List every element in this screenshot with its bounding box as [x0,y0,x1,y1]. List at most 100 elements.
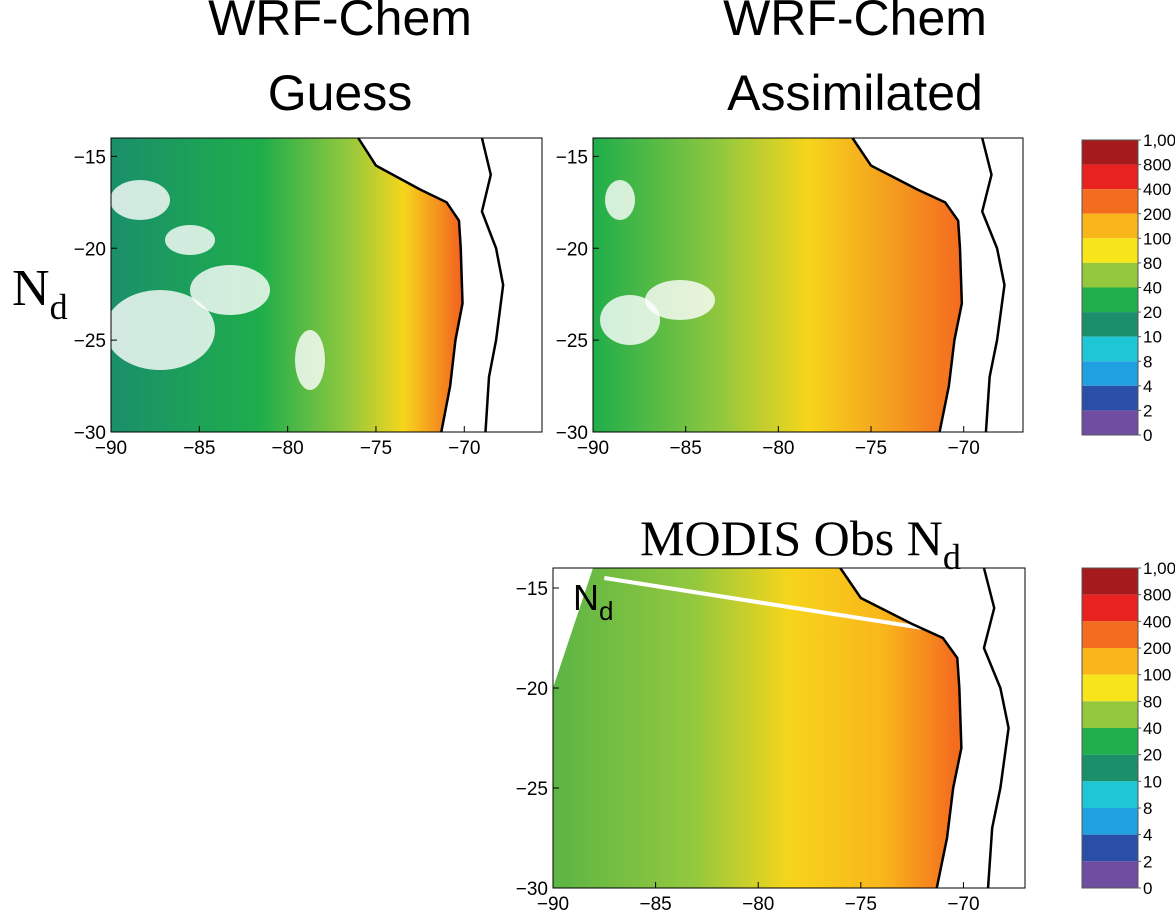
panel-title: Guess [268,65,413,121]
y-tick-label: −20 [556,239,588,260]
border [980,137,1006,433]
y-tick-label: −25 [516,779,548,800]
colorbar-label: 80 [1143,254,1162,273]
cloud-gap [600,295,660,345]
cloud-gap [295,330,325,390]
land [358,138,542,432]
colorbar-label: 4 [1143,826,1152,845]
swath-edge [553,568,593,688]
cloud-gap [605,180,635,220]
land [840,568,1025,888]
x-tick-label: −70 [947,894,979,915]
swath-line [603,576,923,630]
border [480,137,505,433]
y-axis-label: Nd [12,260,68,327]
colorbar-label: 800 [1143,586,1171,605]
colorbar-box [1082,189,1138,214]
annotation-text: N [573,577,599,618]
colorbar-box [1082,594,1138,622]
colorbar-label: 8 [1143,352,1152,371]
colorbar-label: 2 [1143,401,1152,420]
cloud-gap [110,180,170,220]
x-tick-label: −90 [577,438,609,459]
x-tick-label: −85 [670,438,702,459]
title-text: MODIS Obs N [640,510,943,566]
colorbar-box [1082,361,1138,386]
colorbar-label: 40 [1143,719,1162,738]
colorbar-label: 100 [1143,666,1171,685]
x-tick-label: −90 [537,894,569,915]
colorbar-box [1082,164,1138,190]
colorbar-box [1082,621,1138,648]
map-panel: −90 −85 −80 −75 −70 −15 −20 −25 −30 WRF-Chem Guess… [12,0,543,459]
colorbar-label: 80 [1143,692,1162,711]
y-tick-label: −15 [556,147,588,168]
colorbar-box [1082,674,1138,702]
colorbar-label: 800 [1143,156,1171,175]
colorbar-box [1082,140,1138,165]
y-tick-label: −30 [556,423,588,444]
colorbar-label: 10 [1143,772,1162,791]
colorbar-label: 1,000 [1143,559,1175,578]
colorbar-box [1082,648,1138,675]
colorbar-label: 20 [1143,746,1162,765]
coastline [357,137,464,433]
x-tick-label: −70 [948,438,980,459]
colorbar-label: 400 [1143,180,1171,199]
colorbar-label: 400 [1143,612,1171,631]
map-panel: −90 −85 −80 −75 −70 −15 −20 −25 −30 WRF-Chem Assim… [556,0,1175,459]
y-tick-label: −20 [74,239,106,260]
x-tick-label: −75 [845,894,877,915]
colorbar-box [1082,834,1138,862]
coastline [851,137,964,433]
colorbar-label: 100 [1143,229,1171,248]
colorbar-label: 40 [1143,279,1162,298]
y-tick-label: −30 [74,423,106,444]
x-tick-label: −80 [742,894,774,915]
colorbar-label: 200 [1143,205,1171,224]
colorbar-box [1082,287,1138,313]
panel-title: WRF-Chem [208,0,472,46]
x-tick-label: −70 [448,438,480,459]
colorbar-box [1082,262,1138,288]
annotation: Nd [573,577,613,626]
plot-frame [592,137,1024,433]
colorbar-label: 0 [1143,879,1152,898]
colorbar-label: 10 [1143,328,1162,347]
x-tick-label: −85 [639,894,671,915]
colorbar-box [1082,861,1138,888]
colorbar-box [1082,336,1138,362]
colorbar-label: 0 [1143,426,1152,445]
colorbar-box [1082,808,1138,835]
y-tick-label: −25 [556,331,588,352]
x-tick-label: −90 [95,438,127,459]
x-tick-label: −85 [183,438,215,459]
border [982,567,1010,889]
title-subscript: d [943,537,961,577]
ylabel-text: N [12,260,50,317]
colorbar-box [1082,385,1138,411]
panel-title: WRF-Chem [723,0,987,46]
colorbar-box [1082,701,1138,728]
colorbar-box [1082,728,1138,755]
ylabel-subscript: d [50,287,68,327]
colorbar-label: 8 [1143,799,1152,818]
colorbar-box [1082,781,1138,808]
colorbar-label: 200 [1143,639,1171,658]
colorbar-box [1082,213,1138,239]
plot-frame [552,567,1026,889]
colorbar-label: 20 [1143,303,1162,322]
annotation-subscript: d [599,596,613,626]
y-tick-label: −20 [516,679,548,700]
colorbar-box [1082,754,1138,782]
panel-title: Assimilated [727,65,983,121]
plot-frame [110,137,543,433]
colorbar-box [1082,568,1138,595]
y-tick-label: −15 [516,579,548,600]
cloud-gap [190,265,270,315]
x-tick-label: −80 [272,438,304,459]
cloud-gap [165,225,215,255]
colorbar-label: 4 [1143,377,1152,396]
x-tick-label: −75 [360,438,392,459]
